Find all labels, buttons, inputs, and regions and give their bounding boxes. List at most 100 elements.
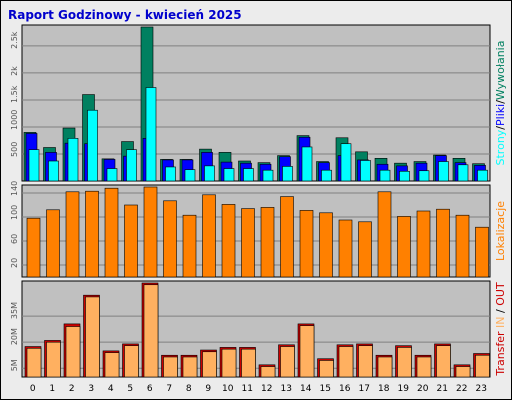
bar-strony-4 [106, 168, 118, 182]
bar-strony-6 [145, 87, 157, 182]
bar-strony-7 [165, 166, 176, 182]
bar-strony-19 [399, 170, 410, 182]
y-tick-label: 100 [10, 205, 19, 220]
x-tick-label: 20 [417, 384, 429, 394]
bar-strony-20 [418, 170, 430, 182]
visits-side-legend: Lokalizacje [494, 201, 507, 261]
bar-in-20 [416, 356, 432, 378]
bar-strony-9 [204, 165, 215, 182]
report-title: Raport Godzinowy - kwiecień 2025 [8, 8, 242, 22]
side-label-part: Pliki [494, 104, 507, 126]
y-tick-label: 500 [10, 142, 19, 157]
side-label-part: / [494, 100, 507, 104]
x-tick-label: 19 [398, 384, 410, 394]
bar-strony-10 [223, 168, 235, 182]
bar-lokalizacje-5 [124, 204, 138, 278]
x-tick-label: 11 [242, 384, 253, 394]
hits-panel: 500 1000 1.5k 2k 2.5k [10, 24, 491, 182]
bar-lokalizacje-2 [65, 191, 80, 278]
chart-panels: 500 1000 1.5k 2k 2.5k 20 60 100 140 5M 20M 35M [10, 24, 491, 378]
x-axis-hour-labels: 0 1 2 3 4 5 6 7 8 9 10 11 12 13 14 15 16 17 18 19 20 21 22 23 [30, 384, 487, 394]
x-tick-label: 23 [476, 384, 487, 394]
bar-in-19 [397, 347, 412, 378]
side-label-part: IN [494, 316, 507, 327]
side-legends: Strony/Pliki/WywołaniaLokalizacjeTransfe… [494, 41, 507, 377]
x-tick-label: 2 [69, 384, 75, 394]
bar-lokalizacje-6 [143, 186, 158, 278]
x-tick-label: 18 [378, 384, 390, 394]
bar-lokalizacje-7 [163, 200, 177, 278]
bar-lokalizacje-14 [299, 210, 314, 278]
bar-lokalizacje-9 [202, 194, 216, 278]
bar-lokalizacje-12 [260, 207, 275, 278]
x-tick-label: 9 [205, 384, 211, 394]
side-label-part: / [494, 126, 507, 130]
x-tick-label: 15 [320, 384, 331, 394]
bar-strony-13 [282, 166, 293, 182]
y-tick-label: 20 [10, 258, 19, 268]
bar-lokalizacje-1 [46, 209, 60, 278]
bar-in-6 [143, 284, 159, 378]
x-tick-label: 16 [339, 384, 351, 394]
bar-in-3 [85, 296, 100, 378]
side-label-part: / [494, 306, 507, 317]
bar-lokalizacje-22 [455, 214, 470, 278]
bar-in-10 [221, 348, 237, 378]
bar-in-4 [104, 352, 120, 378]
bar-strony-23 [477, 169, 488, 182]
y-tick-label: 1000 [10, 110, 19, 130]
bar-strony-18 [379, 169, 391, 182]
y-tick-label: 2k [10, 66, 19, 76]
x-tick-label: 8 [186, 384, 192, 394]
bar-in-21 [436, 345, 451, 378]
bar-in-23 [475, 354, 490, 378]
bar-lokalizacje-17 [358, 221, 372, 278]
side-label-part: Strony [494, 129, 507, 165]
bar-strony-22 [457, 164, 469, 182]
bar-lokalizacje-4 [104, 187, 119, 278]
bar-lokalizacje-3 [85, 190, 99, 278]
bar-lokalizacje-8 [182, 214, 197, 278]
y-tick-label: 20M [10, 328, 19, 345]
y-tick-label: 35M [10, 302, 19, 319]
bar-in-18 [377, 356, 393, 378]
transfer-side-legend: Transfer IN / OUT [494, 282, 507, 377]
visits-panel: 20 60 100 140 [10, 181, 491, 278]
x-tick-label: 0 [30, 384, 36, 394]
x-tick-label: 4 [108, 384, 114, 394]
bar-lokalizacje-16 [338, 219, 353, 278]
x-tick-label: 10 [222, 384, 234, 394]
bar-in-13 [280, 346, 295, 378]
y-tick-label: 60 [10, 234, 19, 244]
x-tick-label: 13 [281, 384, 292, 394]
x-tick-label: 14 [300, 384, 312, 394]
x-tick-label: 12 [261, 384, 272, 394]
bar-strony-2 [67, 138, 79, 182]
bar-lokalizacje-10 [221, 204, 236, 278]
bar-in-17 [358, 345, 373, 378]
bar-strony-8 [184, 169, 196, 182]
bar-in-12 [260, 366, 276, 378]
x-tick-label: 22 [456, 384, 467, 394]
side-label-part: OUT [494, 282, 507, 306]
bar-in-9 [202, 351, 217, 378]
x-tick-label: 1 [49, 384, 55, 394]
bar-strony-5 [126, 149, 137, 182]
bar-in-7 [163, 356, 178, 378]
bar-in-14 [299, 325, 315, 378]
bar-in-0 [26, 347, 42, 378]
bar-strony-16 [340, 143, 352, 182]
x-tick-label: 7 [166, 384, 172, 394]
bar-strony-11 [243, 168, 254, 182]
side-label-part: Wywołania [494, 41, 507, 101]
y-tick-label: 5M [10, 359, 19, 371]
bar-strony-0 [28, 149, 40, 182]
hits-side-legend: Strony/Pliki/Wywołania [494, 41, 507, 166]
bar-in-2 [65, 326, 81, 378]
bar-lokalizacje-23 [475, 226, 489, 278]
transfer-panel: 5M 20M 35M [10, 280, 491, 378]
bar-lokalizacje-21 [436, 208, 450, 278]
bar-in-15 [319, 360, 334, 378]
bar-strony-14 [301, 146, 313, 182]
